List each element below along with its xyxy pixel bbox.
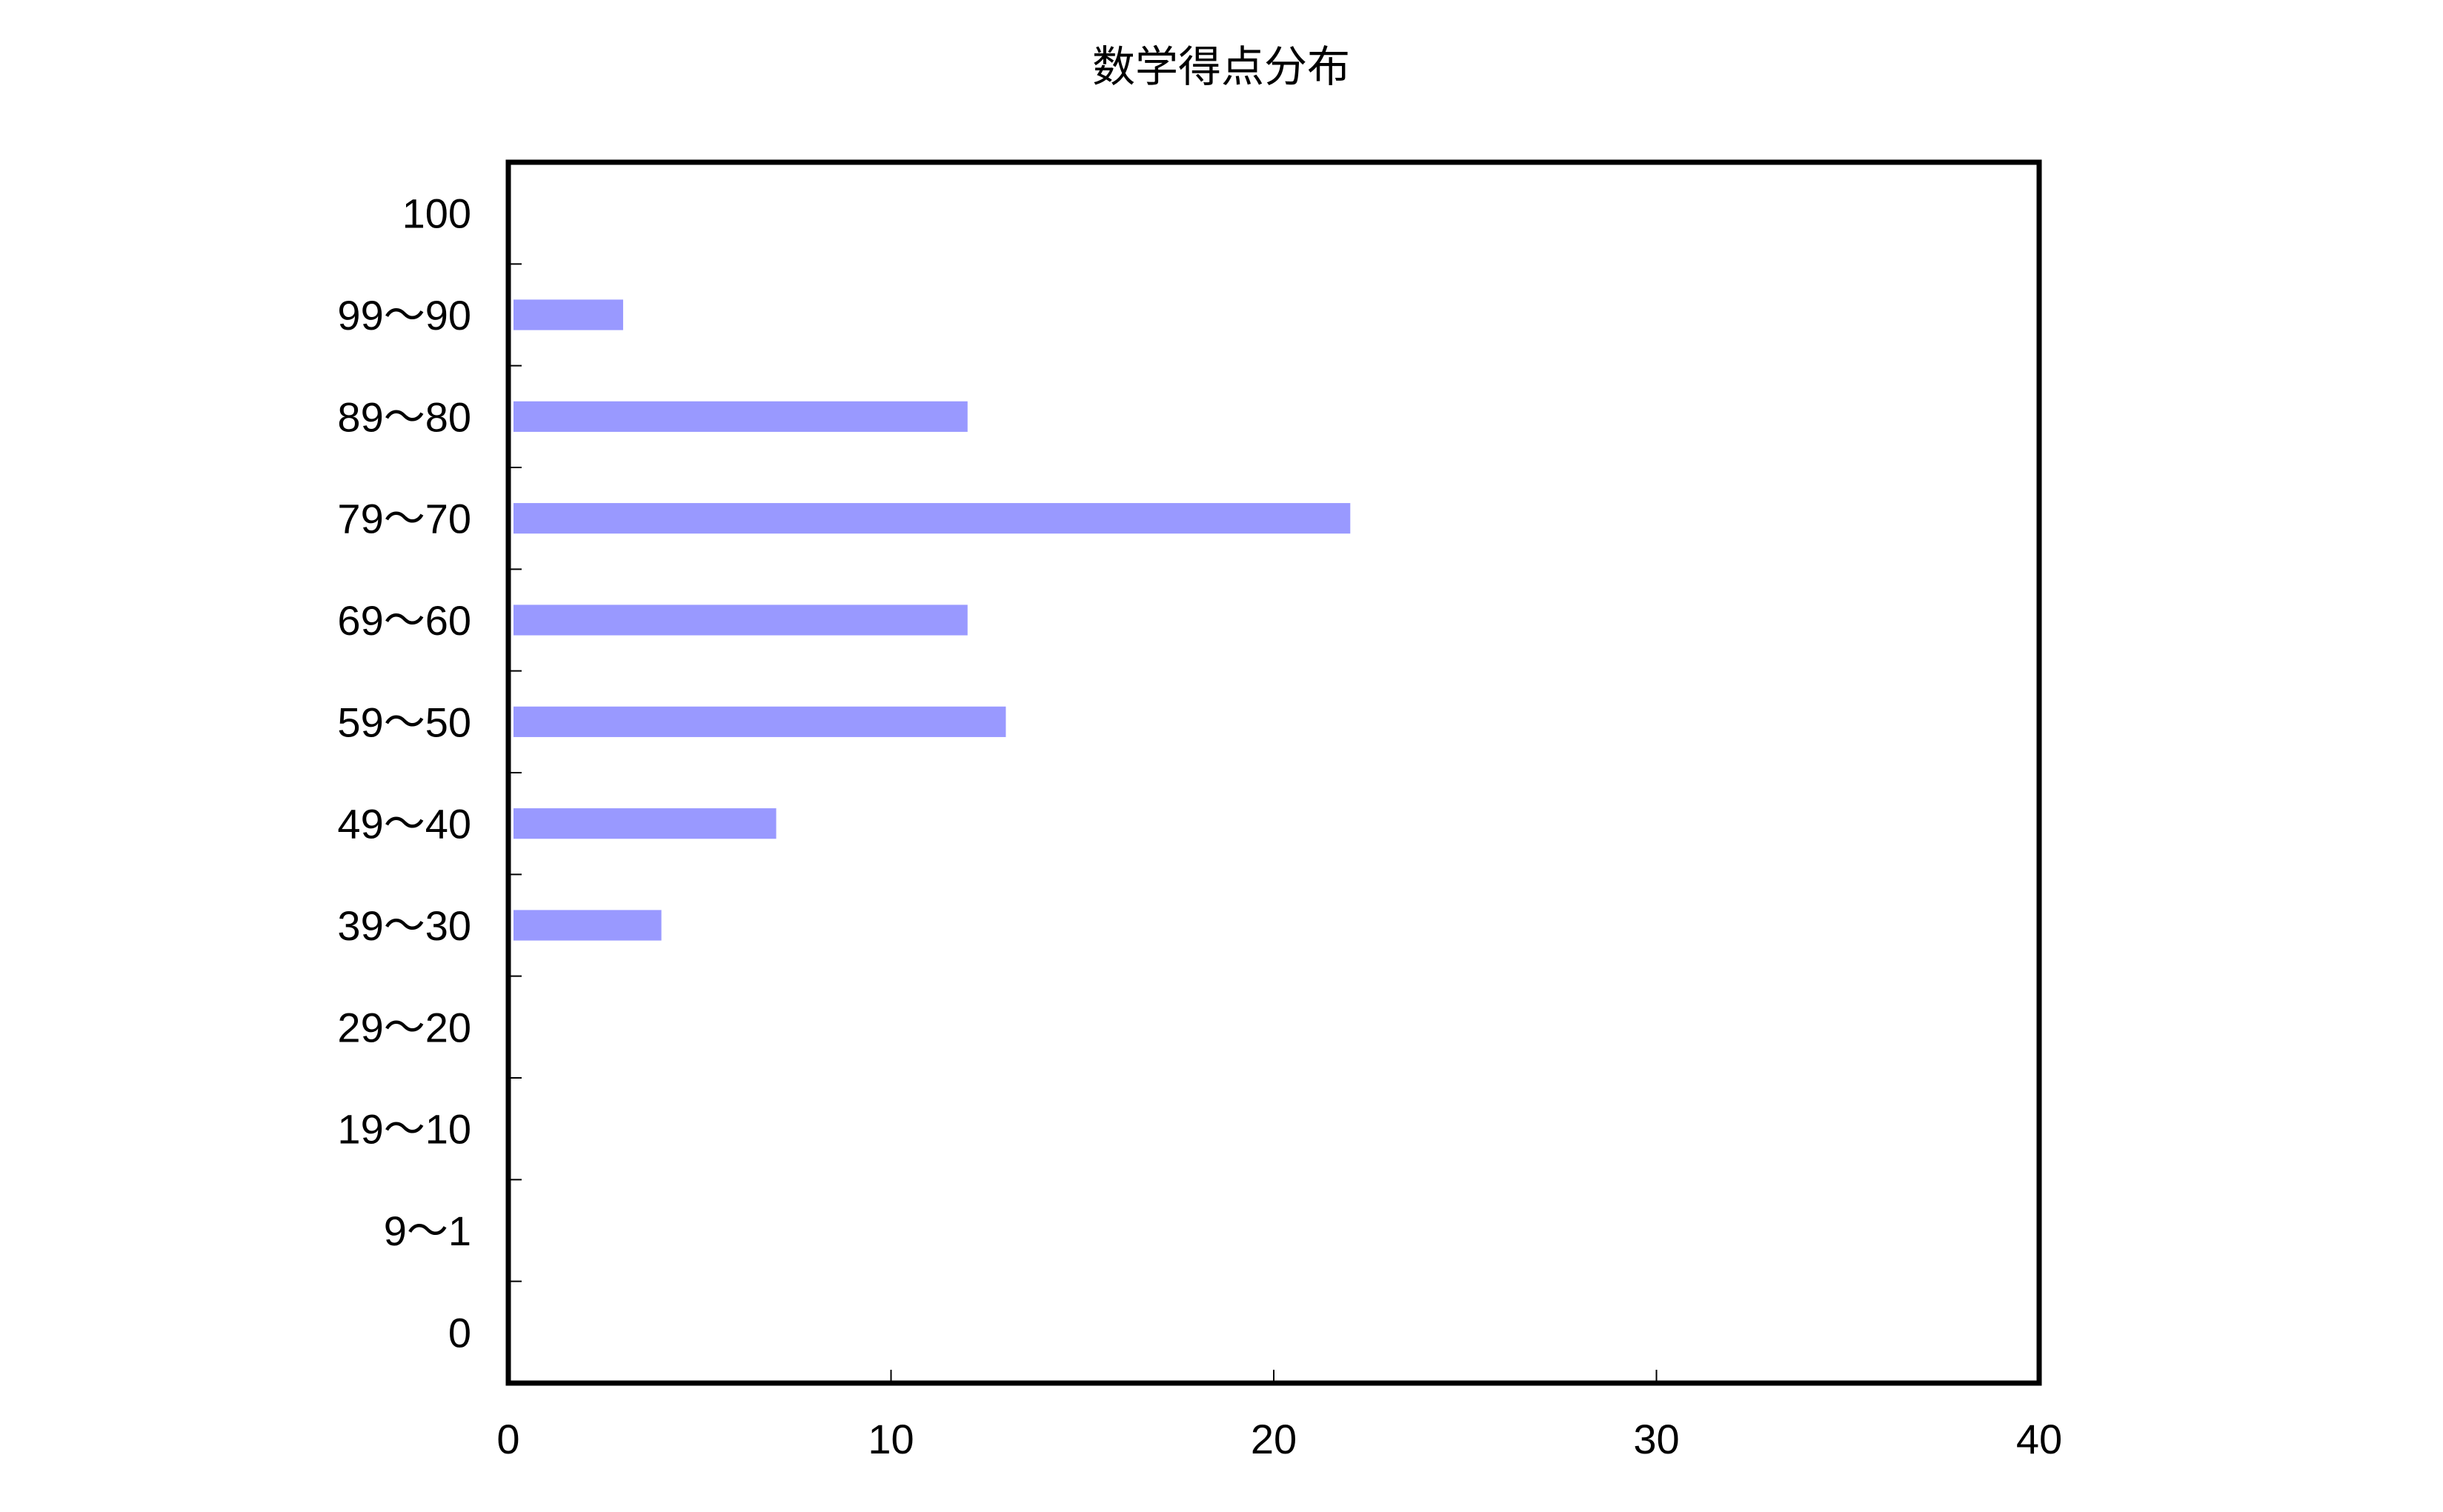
x-tick-label: 20 — [1251, 1416, 1297, 1462]
bar-6 — [513, 808, 777, 839]
y-tick-label: 89〜80 — [337, 393, 471, 440]
x-tick-label: 40 — [2016, 1416, 2062, 1462]
y-tick-label: 0 — [448, 1309, 471, 1356]
bar-3 — [513, 503, 1351, 534]
y-tick-label: 39〜30 — [337, 902, 471, 949]
plot-area-frame — [505, 159, 2042, 1386]
y-axis-labels: 100 99〜90 89〜80 79〜70 69〜60 59〜50 49〜40 39〜30 29… — [337, 190, 471, 1356]
y-tick-label: 9〜1 — [384, 1208, 471, 1254]
y-tick-label: 79〜70 — [337, 496, 471, 542]
bar-4 — [513, 605, 968, 636]
bar-2 — [513, 401, 968, 432]
bars-group — [513, 299, 1351, 941]
y-tick-label: 29〜20 — [337, 1004, 471, 1050]
y-axis-ticks — [508, 263, 522, 1282]
y-tick-label: 49〜40 — [337, 801, 471, 847]
x-axis-labels: 0 10 20 30 40 — [496, 1416, 2062, 1462]
x-tick-label: 0 — [496, 1416, 519, 1462]
bar-7 — [513, 910, 662, 941]
y-tick-label: 19〜10 — [337, 1106, 471, 1153]
x-axis-ticks — [890, 1370, 1658, 1383]
bar-1 — [513, 299, 623, 330]
bar-5 — [513, 706, 1006, 737]
x-tick-label: 30 — [1633, 1416, 1679, 1462]
y-tick-label: 59〜50 — [337, 699, 471, 745]
x-tick-label: 10 — [868, 1416, 914, 1462]
y-tick-label: 100 — [402, 190, 471, 237]
y-tick-label: 99〜90 — [337, 292, 471, 339]
y-tick-label: 69〜60 — [337, 597, 471, 644]
chart-title: 数学得点分布 — [1092, 41, 1350, 92]
